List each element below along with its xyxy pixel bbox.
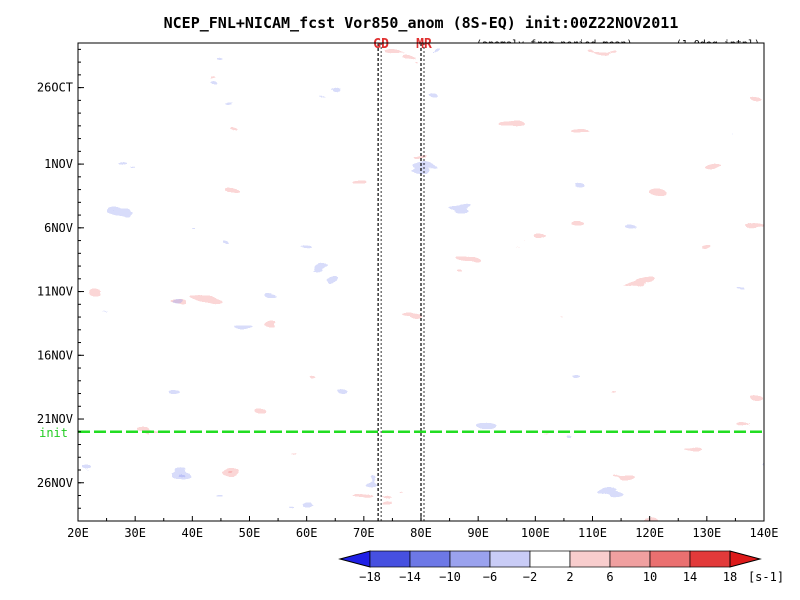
longitude-markers: GD MR [373, 37, 432, 52]
colorbar-swatch [569, 550, 611, 568]
marker-label: GD [373, 37, 389, 52]
x-tick-label: 80E [410, 526, 432, 540]
colorbar-swatch [649, 550, 691, 568]
colorbar-label: 18 [723, 570, 737, 584]
x-tick-label: 30E [124, 526, 146, 540]
missing-data-strip [149, 433, 163, 521]
y-axis: 26OCT 1NOV 6NOV 11NOV 16NOV 21NOV 26NOV [37, 48, 84, 522]
x-tick-label: 120E [635, 526, 664, 540]
colorbar-label: 2 [566, 570, 573, 584]
colorbar-swatch [449, 550, 491, 568]
x-tick-label: 60E [296, 526, 318, 540]
colorbar-swatch [369, 550, 411, 568]
colorbar-swatch [409, 550, 451, 568]
colorbar: −18 −14 −10 −6 −2 2 6 10 14 18 [s-1] [338, 550, 784, 584]
x-tick-label: 110E [578, 526, 607, 540]
colorbar-label: −18 [359, 570, 381, 584]
x-tick-label: 70E [353, 526, 375, 540]
x-tick-label: 20E [67, 526, 89, 540]
x-tick-label: 140E [750, 526, 779, 540]
colorbar-swatch [609, 550, 651, 568]
colorbar-label: −2 [523, 570, 537, 584]
colorbar-swatch [689, 550, 731, 568]
init-label: init [39, 426, 68, 440]
x-axis: 20E 30E 40E 50E 60E 70E 80E 90E 100E 110E 120E 130E… [67, 516, 778, 540]
field-negative-anomaly [78, 43, 764, 521]
chart-title: NCEP_FNL+NICAM_fcst Vor850_anom (8S-EQ) … [164, 14, 679, 32]
colorbar-label: 14 [683, 570, 697, 584]
y-tick-label: 1NOV [44, 157, 73, 171]
x-tick-label: 130E [692, 526, 721, 540]
init-line-group: init [39, 426, 764, 440]
colorbar-swatch [529, 550, 571, 568]
y-tick-label: 26OCT [37, 81, 73, 95]
colorbar-arrow-low [338, 550, 371, 568]
colorbar-label: −6 [483, 570, 497, 584]
y-tick-label: 26NOV [37, 476, 73, 490]
x-tick-label: 100E [521, 526, 550, 540]
colorbar-arrow-high [729, 550, 762, 568]
x-tick-label: 50E [239, 526, 261, 540]
marker-label: MR [416, 37, 432, 52]
colorbar-label: −10 [439, 570, 461, 584]
colorbar-unit: [s-1] [748, 570, 784, 584]
colorbar-swatch [489, 550, 531, 568]
colorbar-label: 10 [643, 570, 657, 584]
colorbar-label: 6 [606, 570, 613, 584]
colorbar-label: −14 [399, 570, 421, 584]
y-tick-label: 16NOV [37, 348, 73, 362]
y-tick-label: 11NOV [37, 285, 73, 299]
vorticity-field [78, 43, 764, 521]
y-tick-label: 6NOV [44, 221, 73, 235]
x-tick-label: 90E [467, 526, 489, 540]
y-tick-label: 21NOV [37, 412, 73, 426]
x-tick-label: 40E [181, 526, 203, 540]
